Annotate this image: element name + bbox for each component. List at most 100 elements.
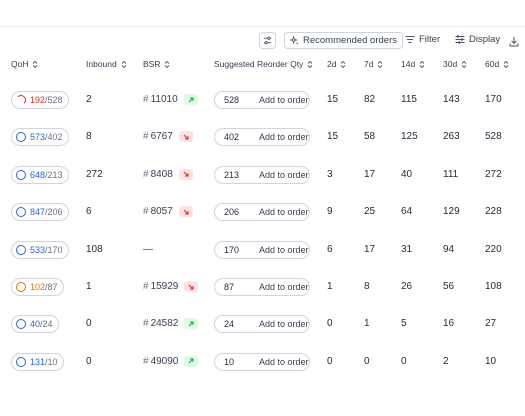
suggested-reorder-field[interactable]: 528 Add to order <box>214 91 310 109</box>
table-row[interactable]: 648/213 272 #8408 213 Add to order 3 17 40 111 27… <box>0 157 525 193</box>
column-header-60d[interactable]: 60d <box>485 59 509 69</box>
table-row[interactable]: 533/170 108 — 170 Add to order 6 17 31 94 220 <box>0 232 525 268</box>
qoh-target: /206 <box>45 207 63 218</box>
qoh-target: /170 <box>45 244 63 255</box>
qoh-badge[interactable]: 847/206 <box>11 203 69 222</box>
sales-60d-value: 108 <box>485 281 502 292</box>
download-button[interactable] <box>509 34 519 52</box>
trend-down-icon <box>178 168 193 180</box>
bsr-hash: # <box>143 318 149 330</box>
suggested-qty-value[interactable]: 213 <box>224 169 240 180</box>
trend-down-icon <box>178 131 193 143</box>
display-button[interactable]: Display <box>455 34 500 45</box>
qoh-value: 847 <box>30 207 46 218</box>
column-settings-button[interactable] <box>259 32 276 49</box>
stock-status-icon <box>16 169 26 180</box>
suggested-reorder-field[interactable]: 87 Add to order <box>214 278 310 296</box>
suggested-qty-value[interactable]: 402 <box>224 132 240 143</box>
qoh-badge[interactable]: 40/24 <box>11 315 59 334</box>
table-row[interactable]: 573/402 8 #6767 402 Add to order 15 58 125 263 52… <box>0 119 525 155</box>
bsr-value: 24582 <box>150 318 179 330</box>
sales-14d-value: 125 <box>401 131 418 143</box>
suggested-reorder-field[interactable]: 206 Add to order <box>214 203 310 222</box>
suggested-qty-value[interactable]: 170 <box>224 244 240 255</box>
table-row[interactable]: 102/87 1 #15929 87 Add to order 1 8 26 56 108 <box>0 269 525 305</box>
sales-14d-value: 0 <box>401 355 407 367</box>
column-header-7d-label: 7d <box>364 59 374 69</box>
suggested-reorder-field[interactable]: 24 Add to order <box>214 315 310 334</box>
suggested-reorder-field[interactable]: 10 Add to order <box>214 352 310 371</box>
add-to-order-button[interactable]: Add to order <box>259 319 309 330</box>
column-header-inbound-label: Inbound <box>86 59 117 69</box>
sort-icon <box>32 60 38 69</box>
sales-30d-value: 143 <box>443 94 460 105</box>
trend-up-icon <box>184 318 199 330</box>
sales-30d-value: 94 <box>443 243 455 255</box>
table-row[interactable]: 847/206 6 #8057 206 Add to order 9 25 64 129 228 <box>0 194 525 230</box>
column-header-14d[interactable]: 14d <box>401 59 425 69</box>
sparkle-icon <box>290 36 299 45</box>
qoh-badge[interactable]: 192/528 <box>11 91 69 109</box>
table-row[interactable]: 40/24 0 #24582 24 Add to order 0 1 5 16 27 <box>0 306 525 342</box>
column-header-30d[interactable]: 30d <box>443 59 467 69</box>
sales-14d-value: 115 <box>401 94 417 105</box>
add-to-order-button[interactable]: Add to order <box>259 169 309 180</box>
qoh-badge[interactable]: 533/170 <box>11 240 69 259</box>
add-to-order-button[interactable]: Add to order <box>259 207 309 218</box>
bsr-cell: #8057 <box>143 206 193 218</box>
column-header-2d[interactable]: 2d <box>327 59 346 69</box>
suggested-reorder-field[interactable]: 213 Add to order <box>214 165 310 184</box>
bsr-cell: #49090 <box>143 355 199 367</box>
suggested-qty-value[interactable]: 528 <box>224 95 240 105</box>
inbound-value: 6 <box>86 206 92 218</box>
inbound-value: 2 <box>86 94 92 105</box>
toolbar: Recommended orders Filter Display <box>0 31 525 51</box>
sales-60d-value: 272 <box>485 168 502 180</box>
column-header-bsr[interactable]: BSR <box>143 59 170 69</box>
qoh-value: 573 <box>30 132 46 143</box>
suggested-qty-value[interactable]: 24 <box>224 319 235 330</box>
sales-7d-value: 17 <box>364 243 376 255</box>
sales-60d-value: 170 <box>485 94 502 105</box>
bsr-cell: #15929 <box>143 281 199 292</box>
qoh-value: 648 <box>30 169 46 180</box>
suggested-reorder-field[interactable]: 402 Add to order <box>214 128 310 147</box>
add-to-order-button[interactable]: Add to order <box>259 356 309 367</box>
qoh-target: /87 <box>45 282 58 292</box>
sales-2d-value: 9 <box>327 206 333 218</box>
column-header-suggested-label: Suggested Reorder Qty <box>214 59 304 69</box>
suggested-qty-value[interactable]: 10 <box>224 356 235 367</box>
column-header-inbound[interactable]: Inbound <box>86 59 127 69</box>
qoh-badge[interactable]: 648/213 <box>11 165 69 184</box>
inbound-value: 0 <box>86 355 92 367</box>
column-header-suggested[interactable]: Suggested Reorder Qty <box>214 59 313 69</box>
add-to-order-button[interactable]: Add to order <box>259 132 309 143</box>
add-to-order-button[interactable]: Add to order <box>259 95 309 105</box>
table-row[interactable]: 131/10 0 #49090 10 Add to order 0 0 0 2 10 <box>0 344 525 380</box>
suggested-qty-value[interactable]: 206 <box>224 207 240 218</box>
add-to-order-button[interactable]: Add to order <box>259 282 309 292</box>
column-header-7d[interactable]: 7d <box>364 59 383 69</box>
table-row[interactable]: 192/528 2 #11010 528 Add to order 15 82 115 143 1… <box>0 82 525 118</box>
bsr-value: 49090 <box>150 355 179 367</box>
suggested-reorder-field[interactable]: 170 Add to order <box>214 240 310 259</box>
add-to-order-button[interactable]: Add to order <box>259 244 309 255</box>
stock-status-icon <box>16 356 26 367</box>
sales-2d-value: 1 <box>327 281 333 292</box>
filter-button[interactable]: Filter <box>405 34 440 45</box>
qoh-badge[interactable]: 102/87 <box>11 278 64 296</box>
column-header-30d-label: 30d <box>443 59 458 69</box>
recommended-orders-button[interactable]: Recommended orders <box>284 32 403 49</box>
suggested-qty-value[interactable]: 87 <box>224 282 235 292</box>
stock-status-icon <box>16 95 26 105</box>
column-header-qoh[interactable]: QoH <box>11 59 38 69</box>
bsr-value: 8057 <box>150 206 173 218</box>
sales-14d-value: 64 <box>401 206 413 218</box>
inbound-value: 272 <box>86 168 103 180</box>
qoh-badge[interactable]: 131/10 <box>11 352 64 371</box>
stock-status-icon <box>16 244 26 255</box>
stock-status-icon <box>16 282 26 292</box>
trend-down-icon <box>178 206 193 218</box>
qoh-badge[interactable]: 573/402 <box>11 128 69 147</box>
column-header-bsr-label: BSR <box>143 59 161 69</box>
